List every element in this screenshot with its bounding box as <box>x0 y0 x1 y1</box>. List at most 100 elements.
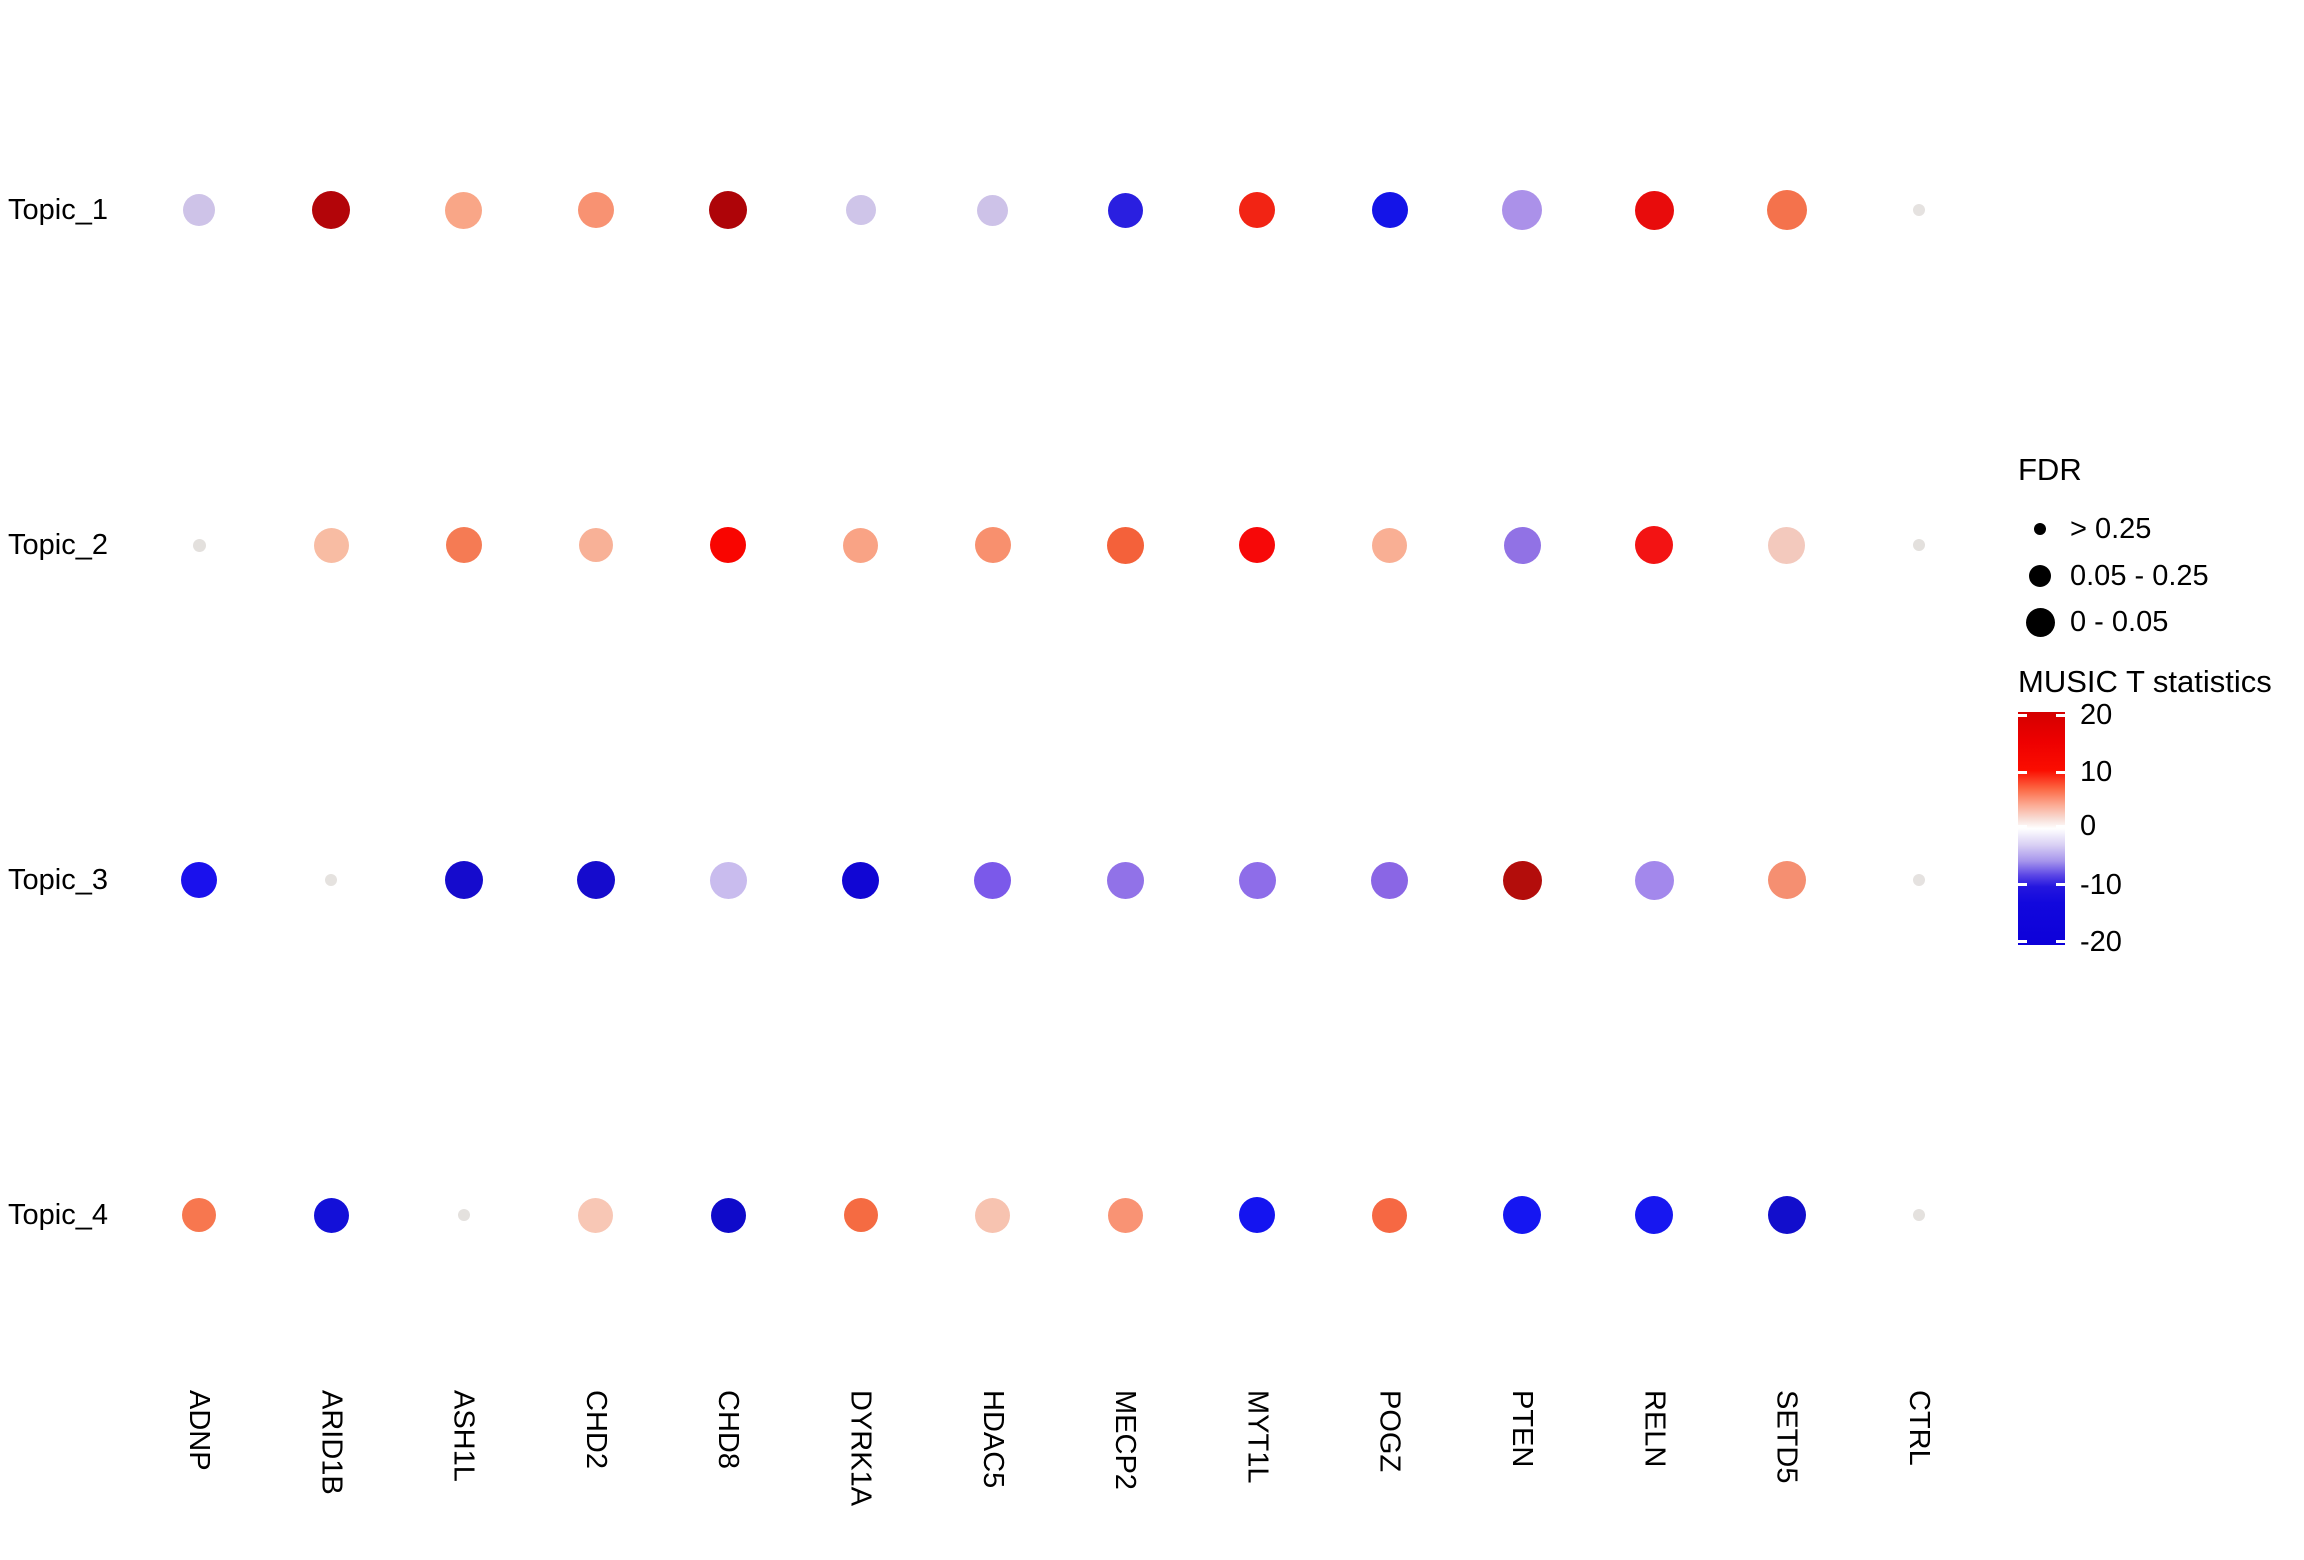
fdr-dot-small-box <box>2022 506 2058 552</box>
colorbar-tick-notch <box>2056 770 2065 774</box>
dot-CHD2-Topic_2 <box>578 528 613 562</box>
dot-ARID1B-Topic_3 <box>325 874 338 886</box>
dot-SETD5-Topic_3 <box>1767 861 1806 899</box>
fdr-item-label: > 0.25 <box>2070 512 2152 545</box>
dot-ASH1L-Topic_4 <box>457 1209 470 1221</box>
y-axis-label-Topic_3: Topic_3 <box>8 864 108 896</box>
colorbar-tick-notch <box>2056 940 2065 944</box>
x-axis-label-SETD5: SETD5 <box>1770 1390 1803 1484</box>
x-axis-label-CHD8: CHD8 <box>712 1390 745 1469</box>
dot-MECP2-Topic_1 <box>1107 192 1143 228</box>
colorbar-tick-notch <box>2018 770 2027 774</box>
colorbar-tick-label-10: 10 <box>2080 756 2113 789</box>
dot-ASH1L-Topic_1 <box>445 191 483 229</box>
dot-MECP2-Topic_4 <box>1107 1197 1143 1233</box>
dot-ARID1B-Topic_4 <box>313 1197 349 1233</box>
dot-RELN-Topic_1 <box>1634 190 1674 230</box>
dot-POGZ-Topic_3 <box>1371 861 1409 899</box>
colorbar-legend-title: MUSIC T statistics <box>2018 664 2272 699</box>
fdr-dot-medium-box <box>2022 553 2058 599</box>
x-axis-label-HDAC5: HDAC5 <box>976 1390 1009 1489</box>
x-axis-label-CTRL: CTRL <box>1902 1390 1935 1466</box>
dot-CTRL-Topic_2 <box>1912 539 1925 551</box>
dot-CTRL-Topic_1 <box>1912 204 1925 216</box>
dot-MECP2-Topic_2 <box>1106 526 1144 564</box>
dot-RELN-Topic_3 <box>1634 860 1674 900</box>
dot-CHD2-Topic_3 <box>576 861 615 899</box>
dot-CHD8-Topic_3 <box>709 861 747 899</box>
dot-CHD2-Topic_4 <box>578 1197 614 1233</box>
dot-SETD5-Topic_1 <box>1766 190 1807 230</box>
dot-CHD8-Topic_2 <box>710 527 747 563</box>
dot-ARID1B-Topic_2 <box>313 527 349 563</box>
colorbar-tick-notch <box>2018 883 2027 887</box>
x-axis-label-DYRK1A: DYRK1A <box>844 1390 877 1507</box>
dot-POGZ-Topic_1 <box>1371 192 1408 228</box>
y-axis-label-Topic_2: Topic_2 <box>8 529 108 561</box>
dot-CHD8-Topic_4 <box>710 1197 746 1233</box>
colorbar-tick-notch <box>2056 713 2065 717</box>
dot-PTEN-Topic_2 <box>1503 526 1541 564</box>
dot-CHD8-Topic_1 <box>709 191 748 229</box>
dot-ADNP-Topic_1 <box>183 194 215 226</box>
dot-MYT1L-Topic_4 <box>1239 1197 1276 1233</box>
colorbar-tick-notch <box>2018 824 2027 828</box>
fdr-item-label: 0 - 0.05 <box>2070 605 2169 638</box>
colorbar-tick-label-20: 20 <box>2080 699 2113 732</box>
dot-DYRK1A-Topic_2 <box>843 527 878 563</box>
fdr-legend-item: 0 - 0.05 <box>2022 599 2168 645</box>
colorbar-tick-notch <box>2056 824 2065 828</box>
dot-CTRL-Topic_4 <box>1912 1209 1925 1221</box>
dot-HDAC5-Topic_3 <box>974 861 1012 899</box>
fdr-legend-item: > 0.25 <box>2022 506 2151 552</box>
dot-RELN-Topic_2 <box>1635 526 1674 564</box>
fdr-dot-large-icon <box>2025 607 2055 637</box>
dot-DYRK1A-Topic_3 <box>842 861 879 899</box>
x-axis-label-CHD2: CHD2 <box>579 1390 612 1469</box>
dot-MECP2-Topic_3 <box>1106 861 1144 899</box>
dot-RELN-Topic_4 <box>1635 1196 1674 1234</box>
dot-MYT1L-Topic_1 <box>1239 192 1276 228</box>
dot-ASH1L-Topic_2 <box>445 527 482 563</box>
fdr-dot-small-icon <box>2034 523 2046 535</box>
dot-ASH1L-Topic_3 <box>444 861 483 899</box>
fdr-dot-large-box <box>2022 599 2058 645</box>
dot-SETD5-Topic_2 <box>1768 526 1806 564</box>
dot-ADNP-Topic_3 <box>181 862 217 898</box>
x-axis-label-ARID1B: ARID1B <box>315 1390 348 1495</box>
dot-SETD5-Topic_4 <box>1767 1196 1806 1234</box>
x-axis-label-MYT1L: MYT1L <box>1241 1390 1274 1484</box>
x-axis-label-ADNP: ADNP <box>183 1390 215 1471</box>
x-axis-label-ASH1L: ASH1L <box>447 1390 480 1482</box>
dot-HDAC5-Topic_1 <box>977 194 1009 226</box>
x-axis-label-RELN: RELN <box>1638 1390 1671 1468</box>
dot-POGZ-Topic_4 <box>1372 1197 1408 1233</box>
dot-CHD2-Topic_1 <box>577 192 614 228</box>
dot-HDAC5-Topic_2 <box>974 527 1011 563</box>
dot-CTRL-Topic_3 <box>1912 874 1925 886</box>
x-axis-label-POGZ: POGZ <box>1373 1390 1406 1473</box>
colorbar-tick-notch <box>2018 713 2027 717</box>
colorbar-tick-label--10: -10 <box>2080 868 2122 901</box>
fdr-dot-medium-icon <box>2029 565 2051 587</box>
dot-PTEN-Topic_4 <box>1503 1196 1541 1234</box>
dot-PTEN-Topic_3 <box>1502 860 1542 900</box>
colorbar-tick-notch <box>2018 940 2027 944</box>
y-axis-label-Topic_4: Topic_4 <box>8 1199 108 1231</box>
x-axis-label-PTEN: PTEN <box>1506 1390 1538 1468</box>
dot-DYRK1A-Topic_1 <box>845 195 876 225</box>
colorbar-gradient <box>2018 712 2065 945</box>
colorbar-tick-label-0: 0 <box>2080 810 2097 843</box>
fdr-legend-item: 0.05 - 0.25 <box>2022 553 2209 599</box>
y-axis-label-Topic_1: Topic_1 <box>8 194 108 226</box>
dot-PTEN-Topic_1 <box>1502 190 1542 230</box>
colorbar-tick-notch <box>2056 883 2065 887</box>
colorbar-tick-label--20: -20 <box>2080 925 2122 958</box>
dot-MYT1L-Topic_3 <box>1238 861 1276 899</box>
dot-ARID1B-Topic_1 <box>312 191 351 229</box>
dot-HDAC5-Topic_4 <box>975 1197 1011 1233</box>
dot-ADNP-Topic_4 <box>182 1198 216 1232</box>
dot-DYRK1A-Topic_4 <box>843 1198 878 1232</box>
dot-POGZ-Topic_2 <box>1372 527 1408 563</box>
